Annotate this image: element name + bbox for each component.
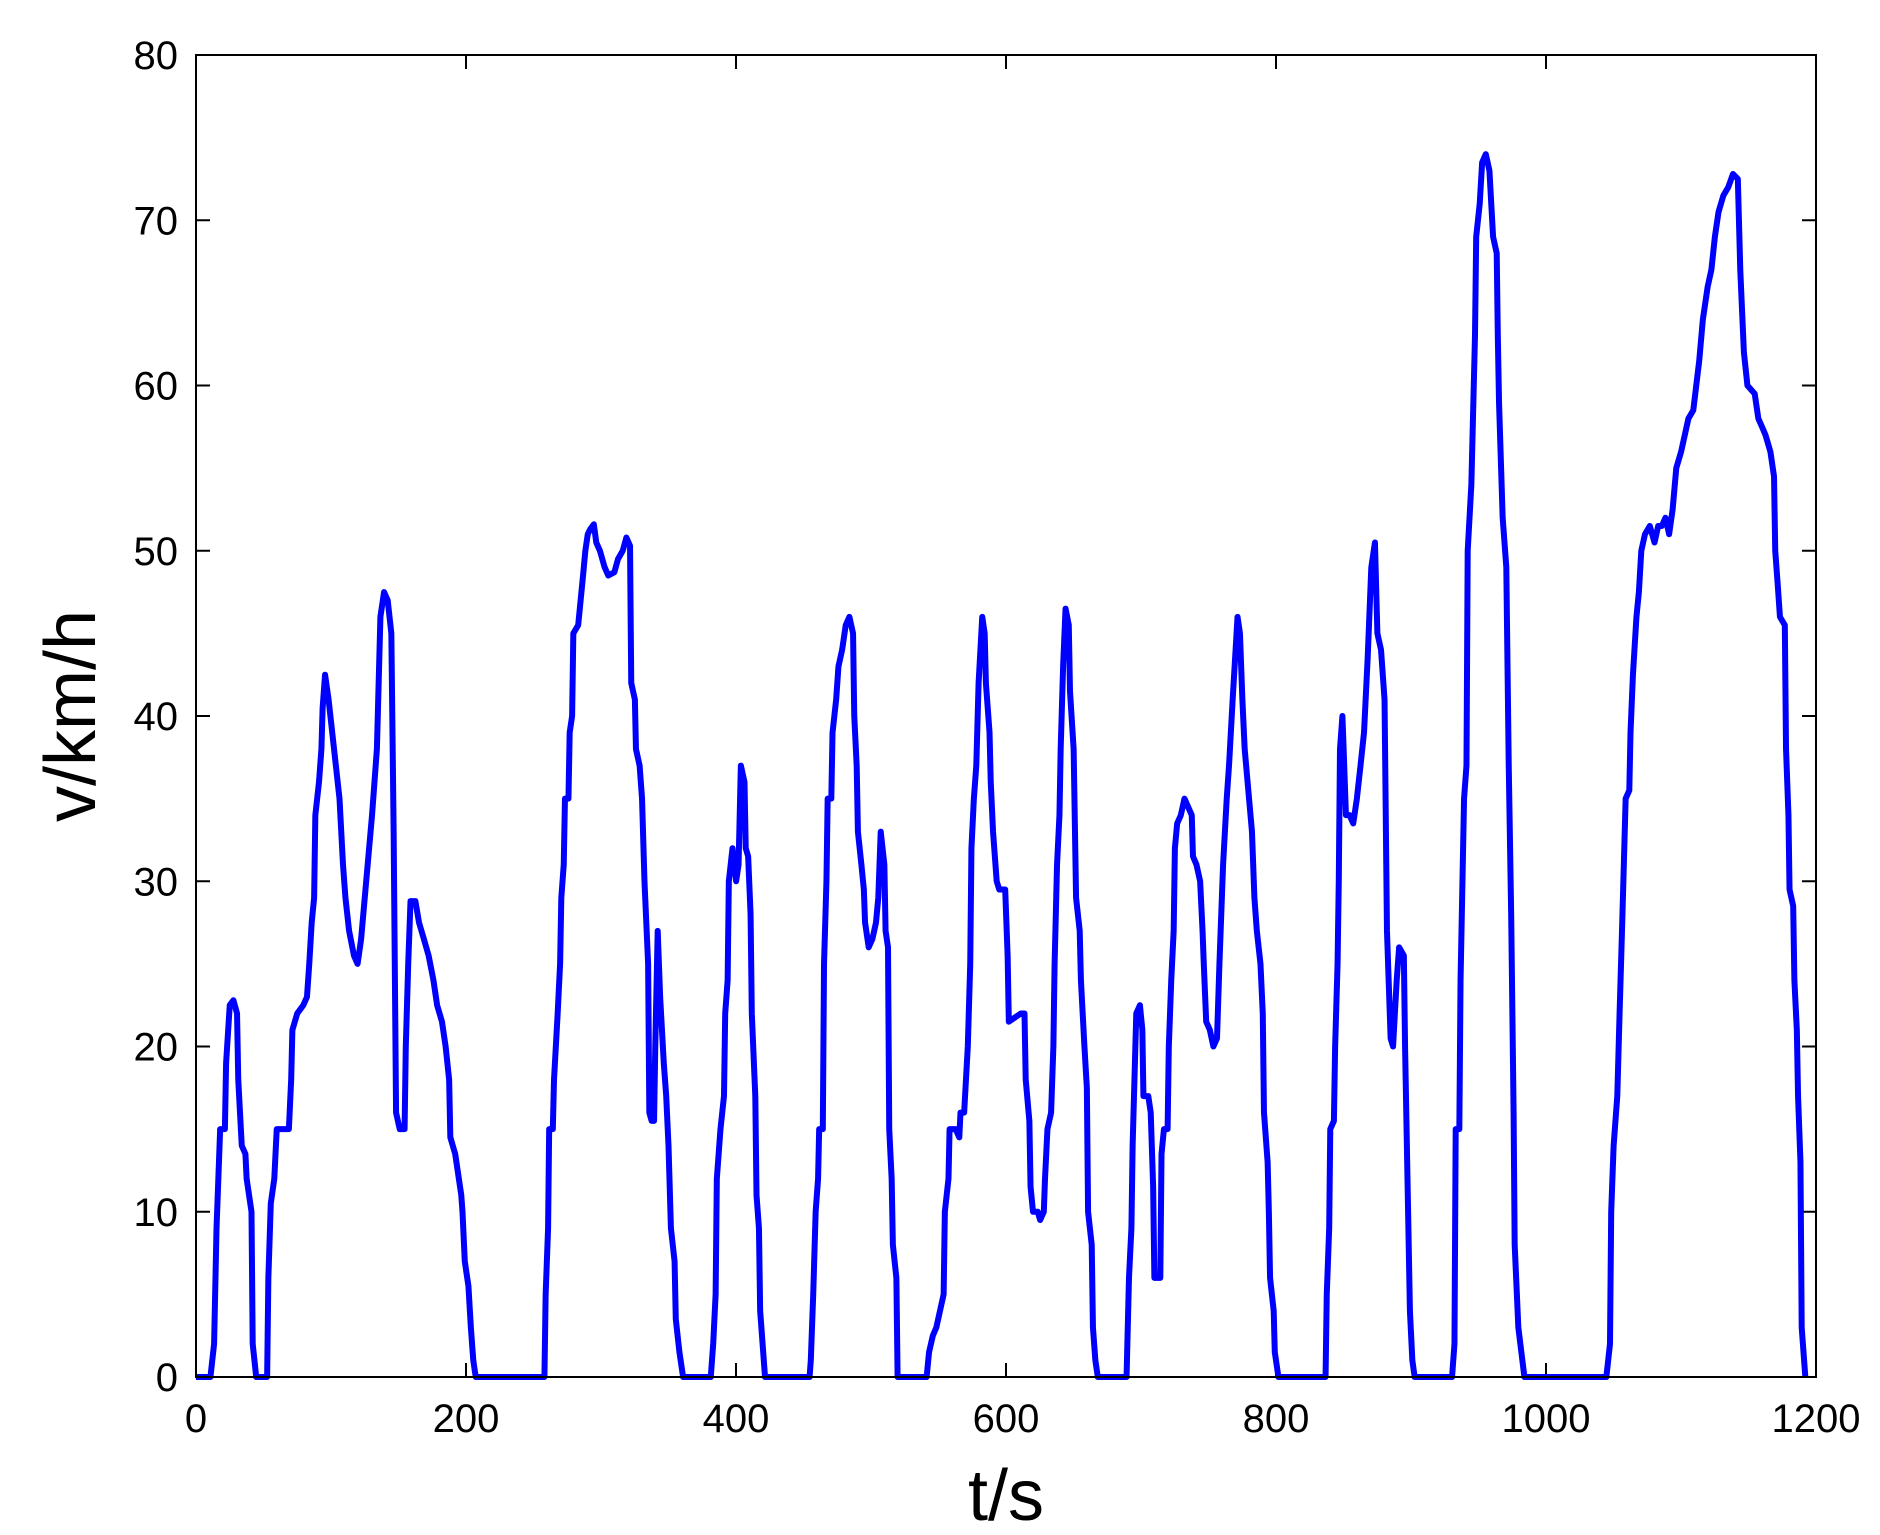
plot-area: 0 200 400 600 800 1000 1200 0 10 20 30 40 50 60 70 80 xyxy=(134,34,1861,1441)
y-tick-label: 50 xyxy=(134,530,179,574)
y-axis-label: v/km/h xyxy=(31,610,111,822)
x-tick-label: 400 xyxy=(703,1397,770,1441)
plot-frame xyxy=(195,54,1817,1378)
y-tick-label: 70 xyxy=(134,199,179,243)
x-tick-label: 1000 xyxy=(1502,1397,1591,1441)
x-tick-label: 600 xyxy=(973,1397,1040,1441)
x-tick-label: 1200 xyxy=(1772,1397,1861,1441)
x-tick-label: 800 xyxy=(1243,1397,1310,1441)
y-tick-label: 60 xyxy=(134,365,179,409)
y-tick-label: 30 xyxy=(134,860,179,904)
data-line xyxy=(196,151,1809,1380)
y-tick-label: 40 xyxy=(134,695,179,739)
y-tick-label: 20 xyxy=(134,1026,179,1070)
y-tick-label: 10 xyxy=(134,1191,179,1235)
y-tick-label: 0 xyxy=(156,1356,178,1400)
x-tick-label: 0 xyxy=(185,1397,207,1441)
y-tick-label: 80 xyxy=(134,34,179,78)
x-tick-label: 200 xyxy=(433,1397,500,1441)
x-axis-label: t/s xyxy=(968,1456,1044,1535)
